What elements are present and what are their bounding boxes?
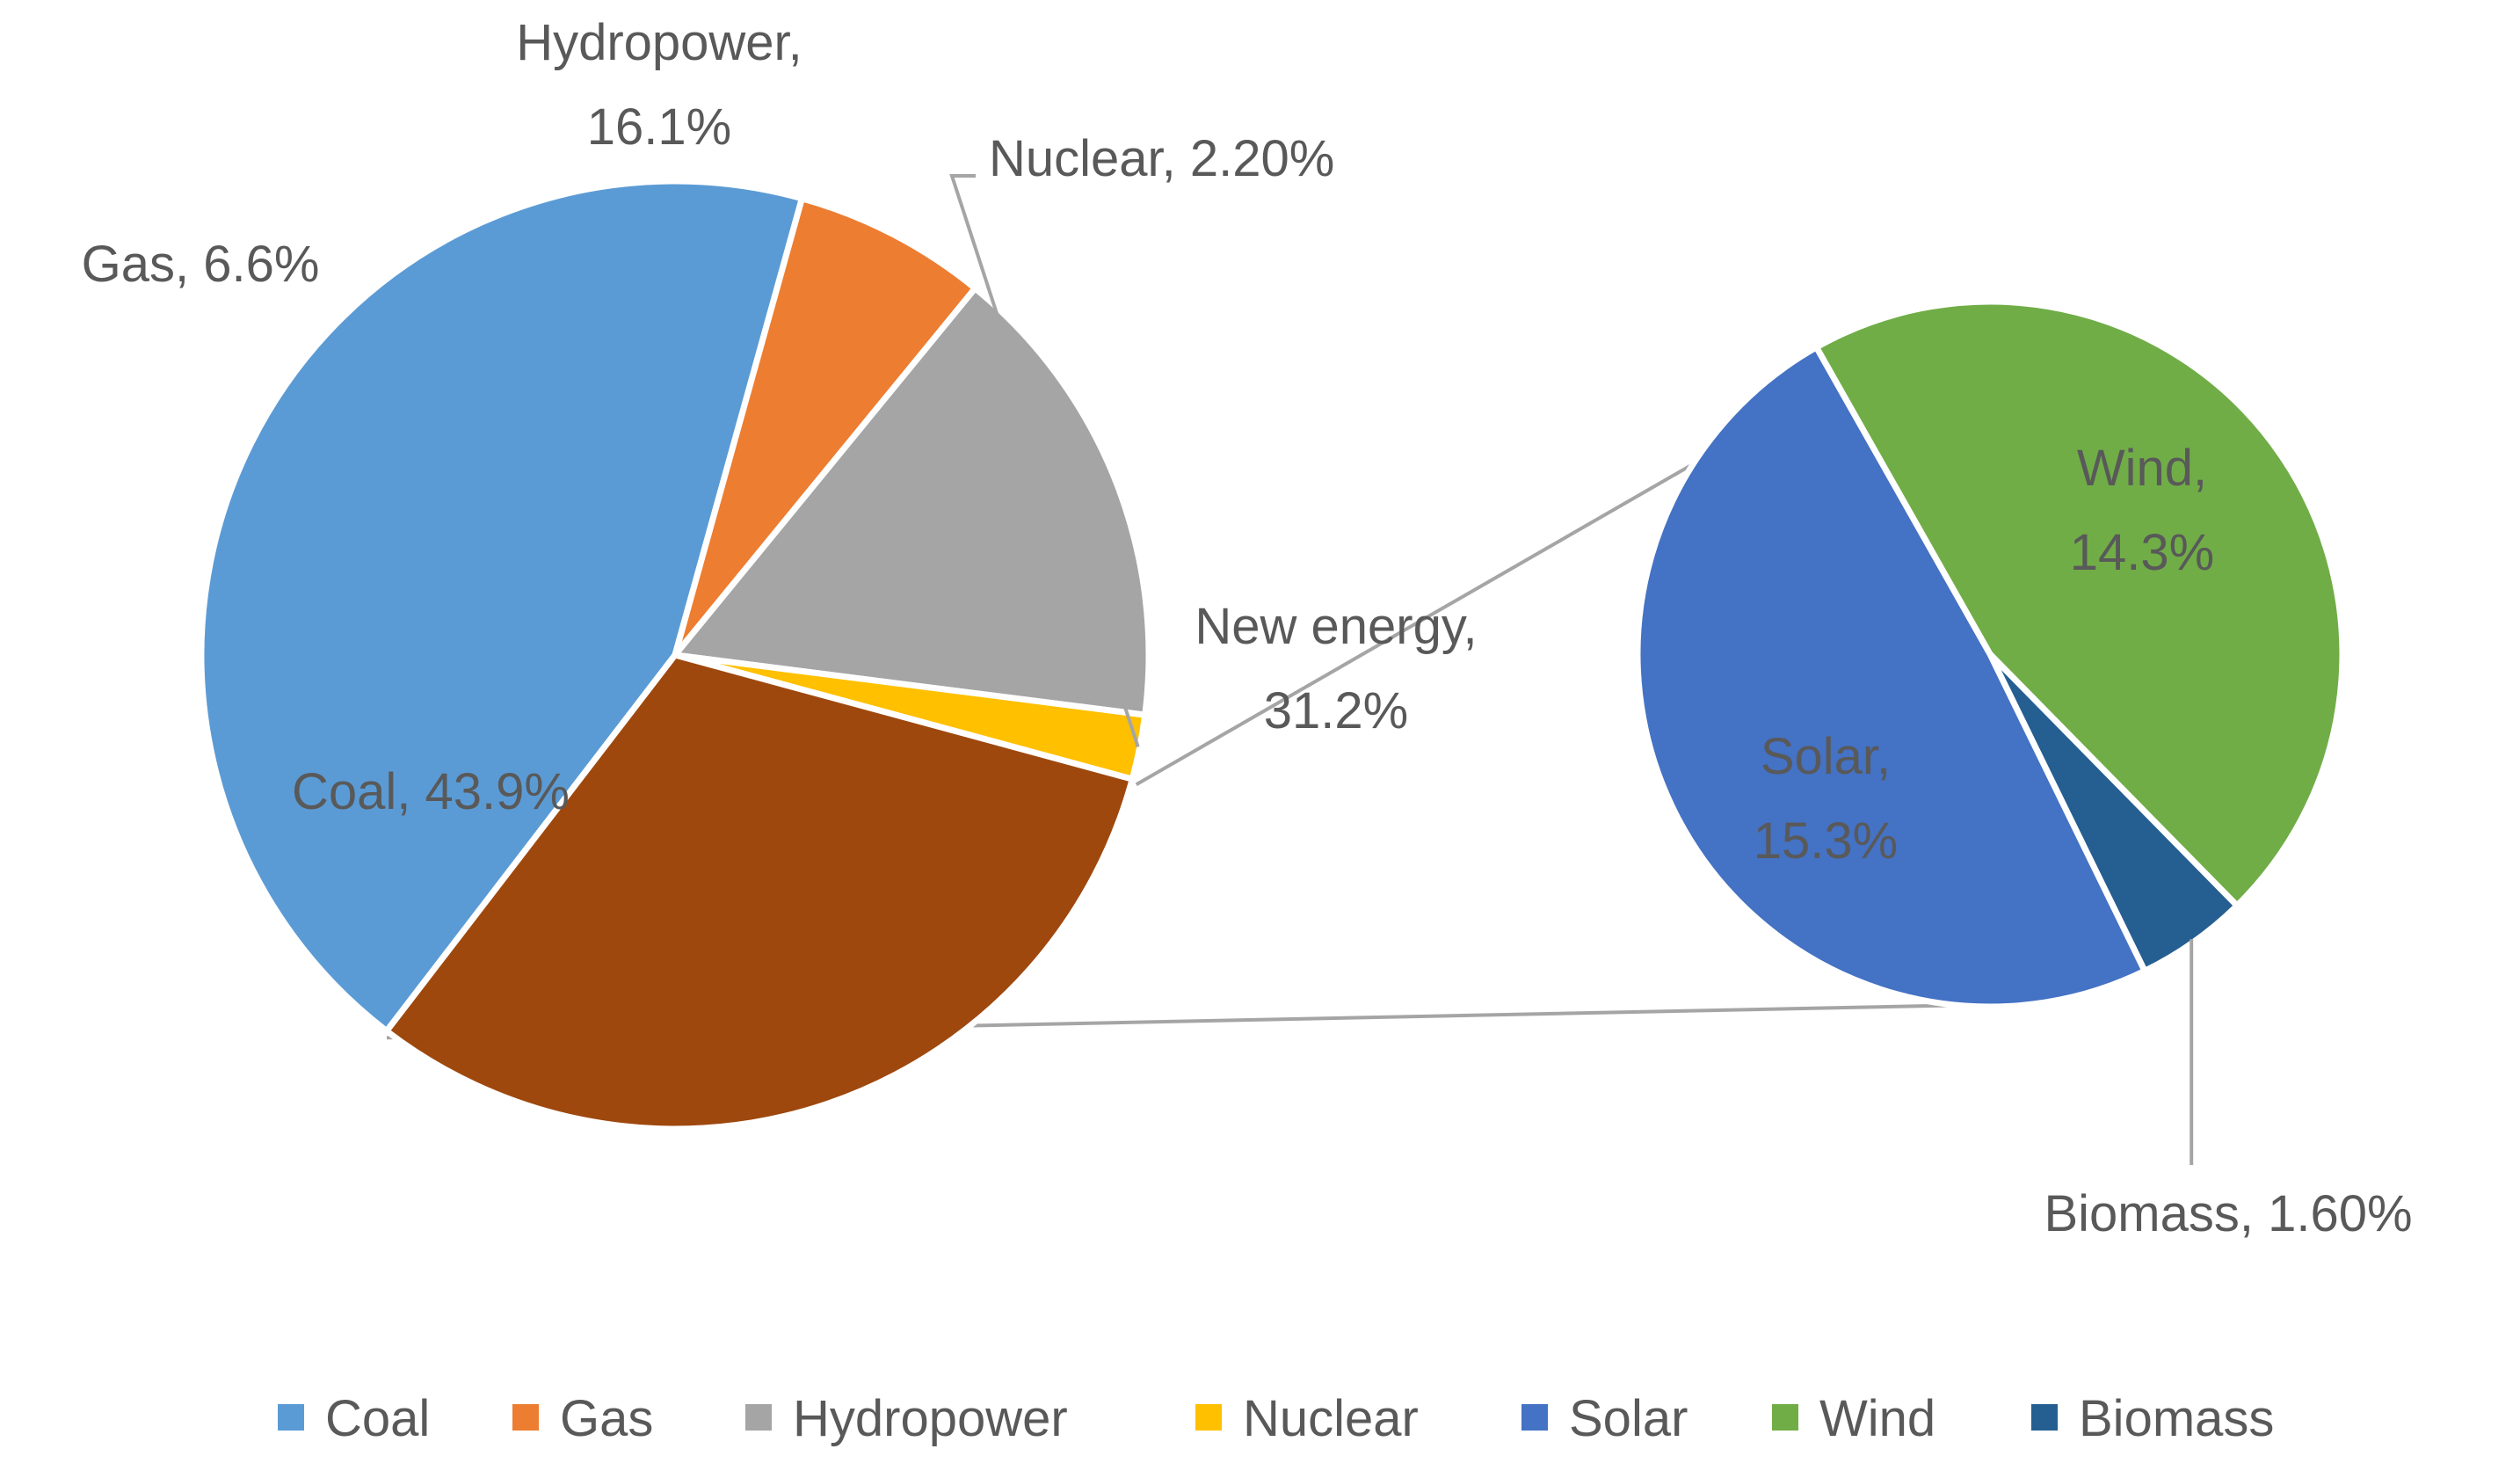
main-pie: [201, 181, 1149, 1129]
data-label-solar-line: Solar,: [1761, 728, 1891, 785]
data-label-biomass-line: Biomass, 1.60%: [2044, 1185, 2412, 1242]
data-label-nuclear-line: Nuclear, 2.20%: [989, 130, 1334, 187]
data-label-new-energy-line: New energy,: [1195, 598, 1477, 655]
legend-item-coal: Coal: [278, 1390, 430, 1447]
legend: Coal Gas Hydropower Nuclear Solar Wind Biomass: [278, 1390, 2274, 1447]
data-label-hydropower-line: 16.1%: [587, 98, 731, 156]
legend-label-gas: Gas: [560, 1390, 653, 1447]
legend-swatch-solar: [1521, 1404, 1548, 1431]
data-label-coal-line: Coal, 43.9%: [292, 763, 570, 820]
data-label-hydropower-line: Hydropower,: [516, 14, 802, 71]
legend-item-solar: Solar: [1521, 1390, 1688, 1447]
legend-swatch-wind: [1772, 1404, 1798, 1431]
legend-item-biomass: Biomass: [2031, 1390, 2274, 1447]
legend-item-hydropower: Hydropower: [745, 1390, 1068, 1447]
legend-swatch-biomass: [2031, 1404, 2058, 1431]
data-label-new-energy-line: 31.2%: [1264, 682, 1408, 739]
legend-label-nuclear: Nuclear: [1243, 1390, 1419, 1447]
legend-swatch-gas: [512, 1404, 539, 1431]
data-label-biomass: Biomass, 1.60%: [2044, 1185, 2412, 1242]
data-label-hydropower: Hydropower, 16.1%: [516, 14, 802, 156]
legend-label-hydropower: Hydropower: [793, 1390, 1068, 1447]
legend-swatch-hydropower: [745, 1404, 772, 1431]
data-label-wind-line: Wind,: [2077, 440, 2207, 497]
legend-label-coal: Coal: [325, 1390, 430, 1447]
legend-label-biomass: Biomass: [2079, 1390, 2274, 1447]
data-label-coal: Coal, 43.9%: [292, 763, 570, 820]
legend-swatch-nuclear: [1195, 1404, 1222, 1431]
legend-label-solar: Solar: [1569, 1390, 1688, 1447]
legend-label-wind: Wind: [1819, 1390, 1935, 1447]
data-label-wind-line: 14.3%: [2070, 524, 2214, 581]
legend-swatch-coal: [278, 1404, 304, 1431]
secondary-pie: [1638, 302, 2342, 1007]
data-label-nuclear: Nuclear, 2.20%: [989, 130, 1334, 187]
legend-item-gas: Gas: [512, 1390, 653, 1447]
data-label-solar-line: 15.3%: [1754, 812, 1898, 870]
legend-item-nuclear: Nuclear: [1195, 1390, 1419, 1447]
data-label-gas: Gas, 6.6%: [82, 236, 320, 293]
data-label-gas-line: Gas, 6.6%: [82, 236, 320, 293]
legend-item-wind: Wind: [1772, 1390, 1935, 1447]
